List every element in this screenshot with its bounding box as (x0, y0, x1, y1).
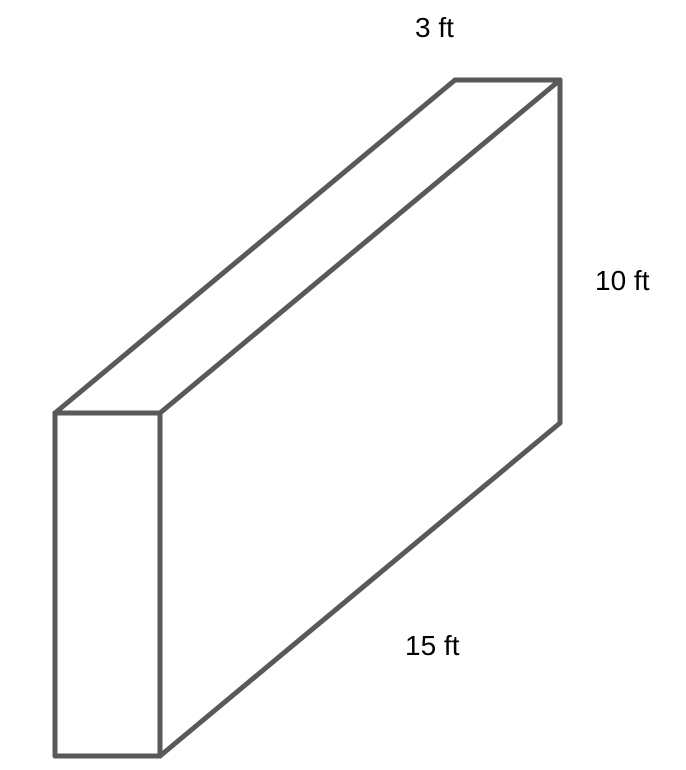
connect-top-left (55, 80, 455, 413)
connect-top-right (160, 80, 560, 413)
height-label: 10 ft (595, 265, 649, 297)
connect-bottom-right (160, 423, 560, 756)
prism-shape (55, 80, 560, 756)
depth-label: 15 ft (405, 630, 459, 662)
width-label: 3 ft (415, 12, 454, 44)
prism-diagram (0, 0, 686, 770)
